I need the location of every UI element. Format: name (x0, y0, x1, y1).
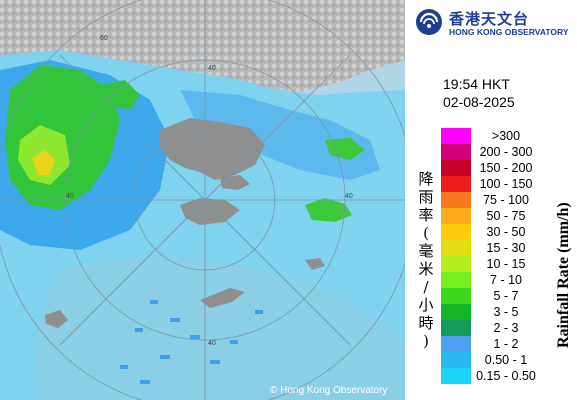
ring-label-60: 60 (100, 35, 108, 42)
legend-swatch (441, 160, 471, 176)
lantau-island (180, 198, 240, 225)
ring-label-40-east: 40 (345, 193, 353, 200)
radar-map: 60 40 40 40 40 © Hong Kong Observatory (0, 0, 405, 400)
legend-label: 50 - 75 (486, 209, 526, 223)
legend-title-zh: 降雨率(毫米 / 小時) (418, 170, 434, 350)
legend-label: 3 - 5 (493, 305, 519, 319)
hk-island (220, 175, 250, 190)
logo-zh-text: 香港天文台 (449, 10, 530, 28)
hk-land (160, 118, 265, 180)
legend-label: 10 - 15 (486, 257, 526, 271)
legend-swatch (441, 352, 471, 368)
rain-core-green-2 (100, 80, 140, 110)
legend-label: 0.50 - 1 (484, 353, 528, 367)
legend-swatch (441, 304, 471, 320)
legend-label: 5 - 7 (493, 289, 519, 303)
legend-row: 100 - 150 (441, 176, 569, 192)
legend-swatch (441, 320, 471, 336)
ring-label-40-west: 40 (66, 193, 74, 200)
legend-row: 10 - 15 (441, 256, 569, 272)
legend-row: >300 (441, 128, 569, 144)
legend-swatch (441, 240, 471, 256)
legend-label: 15 - 30 (486, 241, 526, 255)
rainfall-legend: >300 200 - 300 150 - 200 100 - 150 75 - 100 5… (441, 128, 569, 384)
legend-label: 0.15 - 0.50 (476, 369, 536, 383)
legend-swatch (441, 192, 471, 208)
legend-label: 75 - 100 (483, 193, 529, 207)
legend-swatch (441, 336, 471, 352)
legend-swatch (441, 256, 471, 272)
legend-row: 7 - 10 (441, 272, 569, 288)
legend-label: >300 (491, 129, 521, 143)
legend-swatch (441, 224, 471, 240)
timestamp-time: 19:54 HKT (443, 76, 510, 92)
scattered-rain-cells (120, 300, 263, 384)
ring-label-40-south: 40 (208, 340, 216, 347)
legend-row: 3 - 5 (441, 304, 569, 320)
hko-logo: 香港天文台 HONG KONG OBSERVATORY (413, 6, 577, 40)
legend-row: 1 - 2 (441, 336, 569, 352)
legend-row: 5 - 7 (441, 288, 569, 304)
legend-label: 100 - 150 (479, 177, 533, 191)
legend-label: 150 - 200 (479, 161, 533, 175)
legend-swatch (441, 272, 471, 288)
northern-land (0, 0, 405, 92)
legend-row: 30 - 50 (441, 224, 569, 240)
legend-row: 200 - 300 (441, 144, 569, 160)
legend-swatch (441, 288, 471, 304)
legend-label: 1 - 2 (493, 337, 519, 351)
legend-label: 2 - 3 (493, 321, 519, 335)
rain-band-medium-east (180, 90, 380, 180)
timestamp-date: 02-08-2025 (443, 94, 515, 110)
legend-title-en: Rainfall Rate (mm/h) (555, 202, 572, 348)
rain-core-yellow (32, 150, 55, 175)
legend-row: 15 - 30 (441, 240, 569, 256)
legend-swatch (441, 176, 471, 192)
rain-cell-east-2 (325, 138, 365, 160)
rain-cell-east (305, 198, 352, 222)
legend-swatch (441, 368, 471, 384)
legend-label: 30 - 50 (486, 225, 526, 239)
logo-en-text: HONG KONG OBSERVATORY (449, 27, 569, 37)
rain-sea-soft (36, 257, 405, 400)
legend-row: 50 - 75 (441, 208, 569, 224)
legend-row: 0.15 - 0.50 (441, 368, 569, 384)
copyright-text: © Hong Kong Observatory (270, 385, 388, 396)
legend-row: 0.50 - 1 (441, 352, 569, 368)
legend-row: 150 - 200 (441, 160, 569, 176)
legend-swatch (441, 208, 471, 224)
legend-label: 200 - 300 (479, 145, 533, 159)
ring-label-40-north: 40 (208, 65, 216, 72)
legend-row: 75 - 100 (441, 192, 569, 208)
legend-row: 2 - 3 (441, 320, 569, 336)
legend-swatch (441, 128, 471, 144)
legend-swatch (441, 144, 471, 160)
hko-emblem-icon (416, 9, 442, 35)
legend-label: 7 - 10 (490, 273, 522, 287)
range-rings (0, 0, 405, 400)
legend-panel: 香港天文台 HONG KONG OBSERVATORY 19:54 HKT 02… (405, 0, 577, 400)
